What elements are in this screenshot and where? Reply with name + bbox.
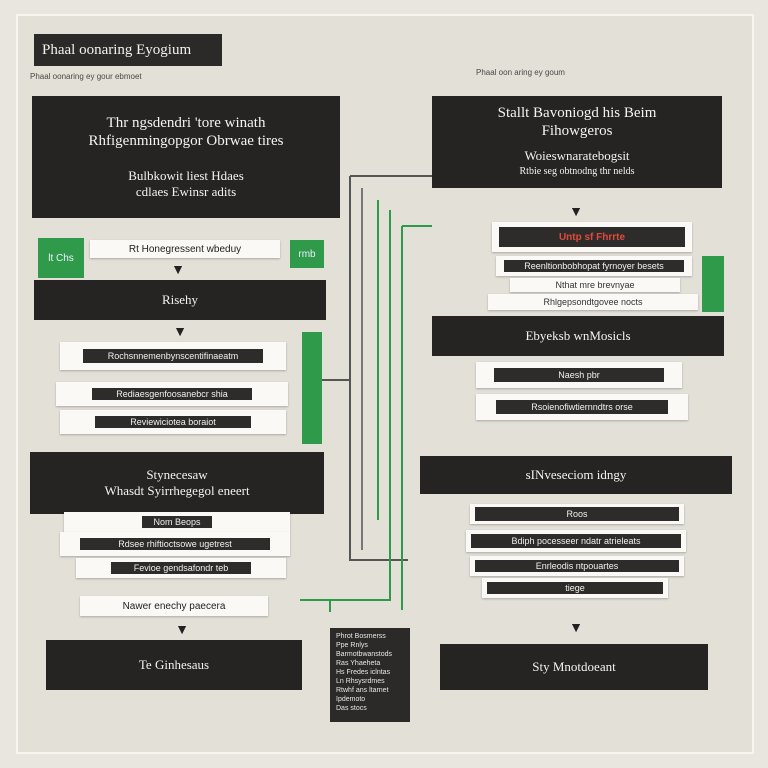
right-row-b1: Naesh pbr (494, 368, 664, 382)
arrow-down-icon: ▼ (569, 619, 583, 635)
arrow-down-icon: ▼ (171, 261, 185, 277)
left-row-card-a3: Reviewiciotea boraiot (60, 410, 286, 434)
right-row-c1: Roos (475, 507, 679, 521)
left-row-card-b2: Rdsee rhiftioctsowe ugetrest (60, 532, 290, 556)
arrow-down-icon: ▼ (173, 323, 187, 339)
right-row-card-b2: Rsoienofiwtiernndtrs orse (476, 394, 688, 420)
left-top-line1: Thr ngsdendri 'tore winath (106, 115, 266, 131)
right-row-card-c1: Roos (470, 504, 684, 524)
legend-item: Hs Fredes iclntas (336, 669, 391, 676)
right-row-card-c3: Enrleodis ntpouartes (470, 556, 684, 576)
right-row-a3: Rhlgepsondtgovee nocts (543, 297, 643, 307)
right-box-3: sINveseciom idngy (420, 456, 732, 494)
right-top-box: Stallt Bavoniogd his Beim Fihowgeros Woi… (432, 96, 722, 188)
right-top-line1: Stallt Bavoniogd his Beim (497, 105, 657, 121)
left-row-a1: Rochsnnemenbynscentifinaeatm (83, 349, 263, 363)
right-row-c3: Enrleodis ntpouartes (475, 560, 679, 572)
left-box-3-line1: Stynecesaw (146, 467, 208, 482)
legend-item: Phrot Bosmerss (336, 633, 386, 640)
legend-item: Ppe Rnlys (336, 642, 368, 649)
right-box-2-label: Ebyeksb wnMosicls (525, 328, 631, 343)
left-bottom-box: Te Ginhesaus (46, 640, 302, 690)
right-box-2: Ebyeksb wnMosicls (432, 316, 724, 356)
wire-gray-1 (349, 176, 408, 561)
right-row-card-a3: Rhlgepsondtgovee nocts (488, 294, 698, 310)
left-green-strip (302, 332, 322, 444)
right-row-c2: Bdiph pocesseer ndatr atrieleats (471, 534, 681, 548)
left-top-line3: Bulbkowit liest Hdaes (128, 168, 244, 183)
left-top-line2: Rhfigenmingopgor Obrwae tires (88, 133, 284, 149)
left-row-b3: Fevioe gendsafondr teb (111, 562, 251, 574)
arrow-down-icon: ▼ (569, 203, 583, 219)
right-bottom-box: Sty Mnotdoeant (440, 644, 708, 690)
right-bottom-label: Sty Mnotdoeant (532, 659, 616, 674)
left-row-b1: Nom Beops (142, 516, 212, 528)
right-top-line3: Woieswnaratebogsit (524, 148, 630, 163)
left-white-bar-2: Nawer enechy paecera (80, 596, 268, 616)
wire-green-2 (330, 210, 391, 601)
left-row-a2: Rediaesgenfoosanebcr shia (92, 388, 252, 400)
right-red-bar: Untp sf Fhrrte (499, 227, 685, 247)
right-row-b2: Rsoienofiwtiernndtrs orse (496, 400, 668, 414)
legend-item: Das stocs (336, 705, 367, 712)
right-box-3-label: sINveseciom idngy (525, 467, 627, 482)
legend-item: Ras Yhaeheta (336, 660, 381, 667)
right-row-card-a1: Reenltionbobhopat fyrnoyer besets (496, 256, 692, 276)
right-row-card-c2: Bdiph pocesseer ndatr atrieleats (466, 530, 686, 552)
left-box-2-label: Risehy (161, 292, 199, 307)
right-row-card-a2: Nthat mre brevnyae (510, 278, 680, 292)
wire-green-5 (300, 599, 331, 612)
right-top-line4: Rtbie seg obtnodng thr nelds (519, 166, 635, 177)
legend-item: Barmotbwanstods (336, 651, 393, 658)
left-top-box: Thr ngsdendri 'tore winath Rhfigenmingop… (32, 96, 340, 218)
legend-item: Ln Rhsysrdmes (336, 678, 385, 685)
left-box-2: Risehy (34, 280, 326, 320)
right-green-strip (702, 256, 724, 312)
green-tag-left: lt Chs (38, 238, 84, 278)
header-note-right: Phaal oon aring ey goum (476, 68, 565, 77)
right-row-card-c4: tiege (482, 578, 668, 598)
arrow-down-icon: ▼ (175, 621, 189, 637)
right-top-line2: Fihowgeros (541, 123, 613, 139)
header-note-left: Phaal oonaring ey gour ebmoet (30, 72, 142, 81)
left-bottom-label: Te Ginhesaus (138, 657, 210, 672)
page-title: Phaal oonaring Eyogium (34, 34, 222, 66)
left-box-3: Stynecesaw Whasdt Syirrhegegol eneert (30, 452, 324, 514)
left-white-bar: Rt Honegressent wbeduy (90, 240, 280, 258)
legend-item: Rtwhf ans ltarnet (336, 687, 389, 694)
left-row-card-b1: Nom Beops (64, 512, 290, 532)
right-row-c4: tiege (487, 582, 663, 594)
left-row-card-a2: Rediaesgenfoosanebcr shia (56, 382, 288, 406)
legend-item: Ipdemoto (336, 696, 366, 703)
right-row-a2: Nthat mre brevnyae (555, 280, 635, 290)
left-row-b2: Rdsee rhiftioctsowe ugetrest (80, 538, 270, 550)
left-row-card-b3: Fevioe gendsafondr teb (76, 558, 286, 578)
left-row-a3: Reviewiciotea boraiot (95, 416, 251, 428)
left-box-3-line2: Whasdt Syirrhegegol eneert (104, 483, 250, 498)
left-row-card-a1: Rochsnnemenbynscentifinaeatm (60, 342, 286, 370)
right-row-a1: Reenltionbobhopat fyrnoyer besets (504, 260, 684, 272)
right-alert-card: Untp sf Fhrrte (492, 222, 692, 252)
right-row-card-b1: Naesh pbr (476, 362, 682, 388)
legend-panel: Phrot Bosmerss Ppe Rnlys Barmotbwanstods… (330, 628, 410, 722)
left-top-line4: cdlaes Ewinsr adits (135, 184, 237, 199)
green-tag-right: rmb (290, 240, 324, 268)
